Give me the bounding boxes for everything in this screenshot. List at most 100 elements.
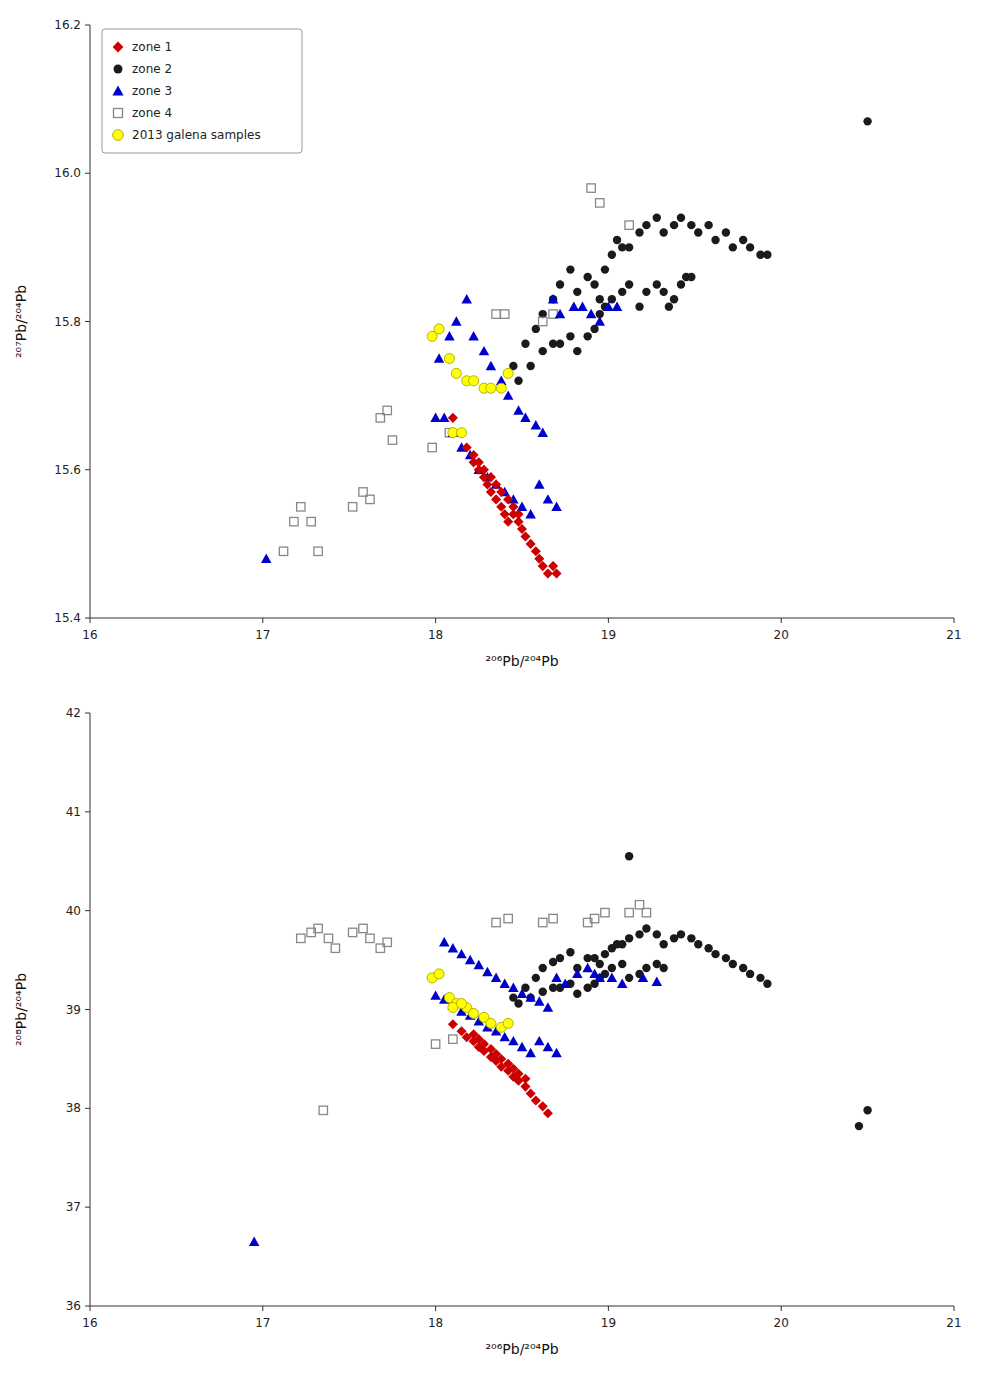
point [448,943,459,952]
point [625,280,633,288]
point [551,973,562,982]
point [366,934,374,942]
legend-label: zone 1 [132,40,172,54]
series [448,413,562,579]
point [595,973,606,982]
point [468,331,479,340]
point [659,228,667,236]
point [635,930,643,938]
legend-marker [114,109,123,118]
point [543,1108,553,1118]
point [653,280,661,288]
point [582,963,593,972]
point [625,908,633,916]
point [756,974,764,982]
point [555,309,566,318]
point [625,934,633,942]
point [504,914,512,922]
point [539,347,547,355]
point [601,265,609,273]
point [531,420,542,429]
x-tick-label: 19 [601,1316,616,1330]
point [508,502,518,512]
point [520,531,530,541]
point [503,1018,513,1028]
point [566,332,574,340]
x-tick [781,1306,782,1311]
legend-marker [112,85,123,95]
point [517,1042,528,1051]
point [491,480,501,490]
x-tick [954,618,955,623]
point [439,413,450,422]
y-tick-label: 15.6 [54,463,81,477]
point [469,1008,479,1018]
point [486,1018,496,1028]
point [444,354,454,364]
point [503,517,513,527]
point [642,221,650,229]
x-tick [262,618,263,623]
point [539,317,547,325]
point [608,295,616,303]
charts: 16171819202115.415.615.816.016.2²⁰⁶Pb/²⁰… [0,0,989,1376]
point [659,964,667,972]
x-tick-label: 16 [82,628,97,642]
point [573,989,581,997]
point [491,494,501,504]
point [482,967,493,976]
point [704,944,712,952]
point [556,340,564,348]
y-tick-label: 16.2 [54,18,81,32]
series [249,937,662,1246]
x-tick-label: 16 [82,1316,97,1330]
point [513,405,524,414]
point [603,301,614,310]
y-tick [85,321,90,322]
point [499,1032,510,1041]
point [348,928,356,936]
point [548,294,559,303]
point [863,117,871,125]
series [509,117,872,385]
point [479,465,489,475]
point [694,940,702,948]
x-tick-label: 19 [601,628,616,642]
x-tick [435,618,436,623]
chart: 16171819202136373839404142²⁰⁶Pb/²⁰⁴Pb²⁰⁸… [0,688,989,1376]
point [474,457,484,467]
x-tick [608,618,609,623]
point [625,974,633,982]
x-tick [608,1306,609,1311]
point [551,502,562,511]
point [590,280,598,288]
point [635,228,643,236]
point [525,509,536,518]
series [279,184,633,556]
point [456,428,466,438]
point [434,969,444,979]
legend-marker [113,42,124,53]
point [608,251,616,259]
point [612,301,623,310]
point [601,950,609,958]
point [539,918,547,926]
point [625,221,633,229]
point [652,977,663,986]
point [526,362,534,370]
point [297,503,305,511]
plot-area [249,852,872,1246]
point [543,494,554,503]
point [670,221,678,229]
y-tick [85,811,90,812]
series [427,324,513,438]
point [486,487,496,497]
point [670,295,678,303]
point [763,251,771,259]
point [642,964,650,972]
legend-label: zone 4 [132,106,172,120]
point [439,937,450,946]
point [569,301,580,310]
point [642,924,650,932]
point [503,368,513,378]
